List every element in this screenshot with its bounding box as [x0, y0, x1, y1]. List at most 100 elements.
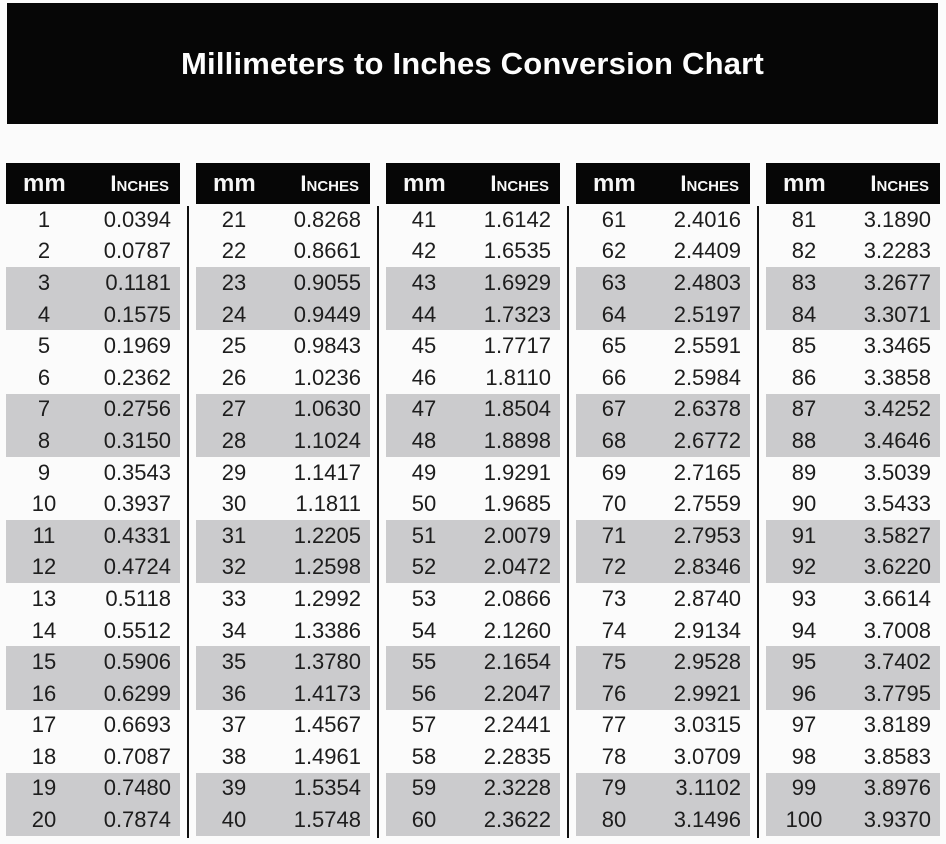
- mm-value: 1: [37, 206, 51, 232]
- mm-value: 51: [411, 522, 437, 548]
- table-row: 95 3.7402: [766, 646, 940, 678]
- table-row: 59 2.3228: [386, 772, 560, 805]
- mm-column-header: mm: [23, 169, 66, 197]
- table-row: 73 2.8740: [576, 583, 750, 615]
- inches-value: 2.2441: [483, 712, 551, 738]
- mm-value: 4: [37, 301, 51, 327]
- table-row: 67 2.6378: [576, 393, 750, 426]
- mm-value: 49: [411, 459, 437, 485]
- inches-value: 2.4803: [673, 269, 741, 295]
- inches-value: 2.5984: [673, 364, 741, 390]
- mm-value: 19: [31, 775, 57, 801]
- mm-value: 6: [37, 364, 51, 390]
- inches-value: 1.1417: [293, 459, 361, 485]
- table-row: 47 1.8504: [386, 393, 560, 426]
- mm-value: 56: [411, 680, 437, 706]
- mm-value: 92: [791, 554, 817, 580]
- mm-value: 44: [411, 301, 437, 327]
- table-row: 63 2.4803: [576, 267, 750, 299]
- inches-value: 1.4961: [293, 743, 361, 769]
- inches-value: 1.5748: [293, 807, 361, 833]
- table-row: 16 0.6299: [6, 677, 180, 710]
- inches-value: 0.9449: [293, 301, 361, 327]
- mm-value: 52: [411, 554, 437, 580]
- table-row: 90 3.5433: [766, 488, 940, 520]
- table-header: mm Inches: [766, 163, 940, 204]
- tables-container: mm Inches 1 0.0394 2 0.0787 3 0.1181 4 0.1575 5 0…: [6, 163, 940, 838]
- table-row: 43 1.6929: [386, 267, 560, 299]
- inches-value: 0.2756: [103, 396, 171, 422]
- mm-value: 81: [791, 206, 817, 232]
- mm-value: 75: [601, 649, 627, 675]
- table-row: 24 0.9449: [196, 298, 370, 331]
- table-row: 75 2.9528: [576, 646, 750, 678]
- mm-value: 31: [221, 522, 247, 548]
- table-row: 93 3.6614: [766, 583, 940, 615]
- inches-value: 2.4409: [673, 238, 741, 264]
- table-row: 100 3.9370: [766, 804, 940, 836]
- mm-value: 14: [31, 617, 57, 643]
- inches-value: 3.5433: [863, 491, 931, 517]
- table-row: 52 2.0472: [386, 551, 560, 584]
- mm-value: 11: [32, 522, 56, 548]
- inches-value: 2.0866: [483, 585, 551, 611]
- inches-column-header: Inches: [870, 170, 929, 196]
- mm-value: 83: [791, 269, 817, 295]
- inches-value: 3.7402: [863, 649, 931, 675]
- inches-value: 2.8740: [673, 585, 741, 611]
- mm-value: 40: [221, 807, 247, 833]
- conversion-table: mm Inches 1 0.0394 2 0.0787 3 0.1181 4 0.1575 5 0…: [6, 163, 189, 838]
- table-row: 92 3.6220: [766, 551, 940, 584]
- mm-value: 74: [601, 617, 627, 643]
- inches-value: 2.5591: [673, 333, 741, 359]
- mm-value: 70: [601, 491, 627, 517]
- rows: 21 0.8268 22 0.8661 23 0.9055 24 0.9449 25 0.9843…: [196, 204, 370, 836]
- table-row: 94 3.7008: [766, 615, 940, 647]
- table-row: 79 3.1102: [576, 772, 750, 805]
- inches-value: 1.0236: [293, 364, 361, 390]
- page-title: Millimeters to Inches Conversion Chart: [181, 45, 764, 81]
- inches-value: 1.9291: [483, 459, 551, 485]
- mm-value: 84: [791, 301, 817, 327]
- inches-value: 3.5827: [863, 522, 931, 548]
- table-row: 99 3.8976: [766, 772, 940, 805]
- inches-value: 0.3150: [103, 427, 171, 453]
- conversion-table: mm Inches 61 2.4016 62 2.4409 63 2.4803 64 2.51…: [576, 163, 759, 838]
- mm-value: 27: [221, 396, 247, 422]
- mm-value: 34: [221, 617, 247, 643]
- table-row: 21 0.8268: [196, 204, 370, 236]
- inches-value: 2.1654: [483, 649, 551, 675]
- table-row: 32 1.2598: [196, 551, 370, 584]
- mm-value: 54: [411, 617, 437, 643]
- table-row: 65 2.5591: [576, 330, 750, 362]
- inches-value: 0.1575: [103, 301, 171, 327]
- table-row: 39 1.5354: [196, 772, 370, 805]
- inches-value: 0.8661: [293, 238, 361, 264]
- table-row: 86 3.3858: [766, 362, 940, 394]
- mm-value: 76: [601, 680, 627, 706]
- inches-value: 2.3228: [483, 775, 551, 801]
- inches-column-header: Inches: [490, 170, 549, 196]
- table-row: 49 1.9291: [386, 457, 560, 489]
- table-row: 3 0.1181: [6, 267, 180, 299]
- table-row: 82 3.2283: [766, 236, 940, 268]
- inches-value: 0.7874: [103, 807, 171, 833]
- table-row: 8 0.3150: [6, 425, 180, 457]
- inches-value: 3.6614: [863, 585, 931, 611]
- mm-value: 65: [601, 333, 627, 359]
- inches-value: 2.0472: [483, 554, 551, 580]
- mm-column-header: mm: [213, 169, 256, 197]
- inches-value: 3.8976: [863, 775, 931, 801]
- mm-value: 41: [411, 206, 437, 232]
- table-row: 15 0.5906: [6, 646, 180, 678]
- table-row: 64 2.5197: [576, 298, 750, 331]
- inches-value: 1.6535: [483, 238, 551, 264]
- mm-value: 47: [411, 396, 437, 422]
- inches-value: 0.4724: [103, 554, 171, 580]
- table-row: 17 0.6693: [6, 710, 180, 742]
- inches-value: 1.9685: [483, 491, 551, 517]
- mm-value: 98: [791, 743, 817, 769]
- table-row: 56 2.2047: [386, 677, 560, 710]
- inches-value: 0.6299: [103, 680, 171, 706]
- inches-value: 3.2677: [863, 269, 931, 295]
